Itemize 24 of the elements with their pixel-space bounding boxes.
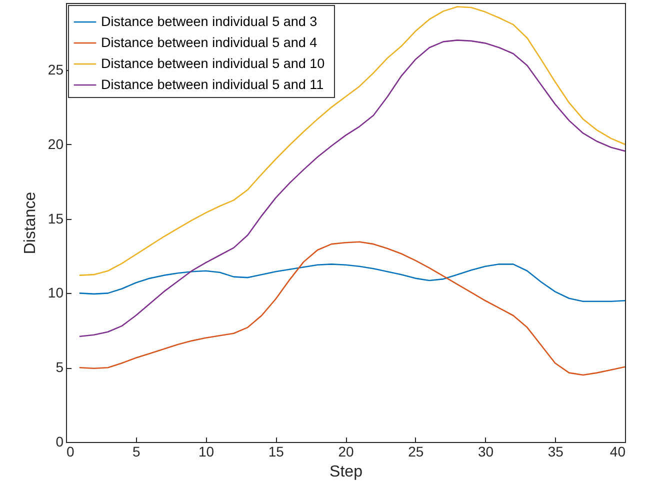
x-tick-label: 35: [548, 444, 564, 460]
x-tick-label: 15: [268, 444, 284, 460]
legend-label: Distance between individual 5 and 4: [101, 35, 318, 50]
y-tick-label: 15: [48, 210, 64, 226]
line-series: [79, 6, 625, 276]
y-tick-label: 25: [48, 61, 64, 78]
x-tick-label: 5: [132, 444, 140, 460]
y-tick-label: 0: [56, 434, 64, 450]
y-tick-label: 10: [48, 284, 64, 301]
x-tick-label: 10: [198, 444, 214, 460]
x-tick-label: 20: [338, 444, 354, 460]
legend-label: Distance between individual 5 and 11: [101, 77, 324, 92]
y-tick-label: 20: [48, 136, 64, 152]
legend-label: Distance between individual 5 and 3: [101, 14, 318, 29]
y-tick-label: 5: [56, 359, 64, 376]
line-series: [79, 264, 625, 302]
line-series: [79, 241, 625, 376]
y-axis-title: Distance: [22, 192, 39, 254]
x-axis-title: Step: [330, 464, 363, 480]
x-tick-label: 0: [66, 444, 74, 460]
x-tick-label: 40: [610, 444, 626, 460]
legend-label: Distance between individual 5 and 10: [101, 56, 325, 71]
x-tick-label: 30: [478, 444, 494, 460]
x-tick-label: 25: [408, 444, 424, 460]
